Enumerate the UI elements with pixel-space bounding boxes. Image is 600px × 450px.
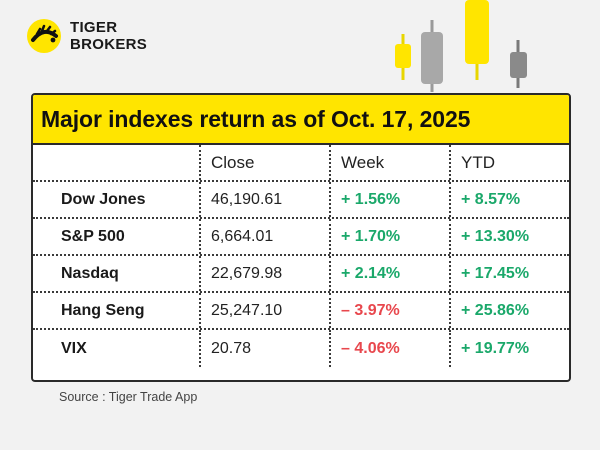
table-title-bar: Major indexes return as of Oct. 17, 2025: [33, 95, 569, 145]
candlestick-decoration: [395, 0, 527, 92]
week-change: – 3.97%: [331, 293, 451, 328]
candle-yellow-small: [395, 34, 411, 80]
table-header-row: Close Week YTD: [33, 145, 569, 182]
header-cell-close: Close: [201, 145, 331, 180]
candle-gray-small: [510, 40, 527, 88]
index-name: Nasdaq: [33, 256, 201, 291]
tiger-logo-icon: [27, 19, 61, 53]
week-change: – 4.06%: [331, 330, 451, 367]
table-title: Major indexes return as of Oct. 17, 2025: [41, 105, 471, 132]
week-change: + 1.56%: [331, 182, 451, 217]
brand-name: TIGER BROKERS: [70, 19, 147, 53]
ytd-change: + 8.57%: [461, 190, 521, 208]
table-row: Dow Jones 46,190.61 + 1.56% + 8.57%: [33, 182, 569, 219]
header-cell-index: [33, 145, 201, 180]
index-name: Hang Seng: [33, 293, 201, 328]
index-name: VIX: [33, 330, 201, 367]
table-row: S&P 500 6,664.01 + 1.70% + 13.30%: [33, 219, 569, 256]
candle-yellow-large: [465, 0, 489, 80]
header-cell-week: Week: [331, 145, 451, 180]
table-row: VIX 20.78 – 4.06% + 19.77%: [33, 330, 569, 367]
index-returns-table: Major indexes return as of Oct. 17, 2025…: [31, 93, 571, 382]
close-value: 20.78: [201, 330, 331, 367]
brand-logo: TIGER BROKERS: [26, 18, 147, 54]
week-change: + 1.70%: [331, 219, 451, 254]
index-name: Dow Jones: [33, 182, 201, 217]
table-row: Nasdaq 22,679.98 + 2.14% + 17.45%: [33, 256, 569, 293]
ytd-change: + 17.45%: [461, 264, 530, 282]
close-value: 22,679.98: [201, 256, 331, 291]
close-value: 6,664.01: [201, 219, 331, 254]
close-value: 25,247.10: [201, 293, 331, 328]
ytd-change: + 13.30%: [461, 227, 530, 245]
close-value: 46,190.61: [201, 182, 331, 217]
ytd-change: + 25.86%: [461, 301, 530, 319]
brand-name-line1: TIGER: [70, 19, 118, 36]
candle-gray-large: [421, 20, 443, 92]
table-row: Hang Seng 25,247.10 – 3.97% + 25.86%: [33, 293, 569, 330]
index-name: S&P 500: [33, 219, 201, 254]
header-cell-ytd: YTD: [461, 152, 495, 172]
week-change: + 2.14%: [331, 256, 451, 291]
ytd-change: + 19.77%: [461, 339, 530, 357]
source-note: Source : Tiger Trade App: [59, 390, 198, 404]
brand-name-line2: BROKERS: [70, 36, 148, 53]
